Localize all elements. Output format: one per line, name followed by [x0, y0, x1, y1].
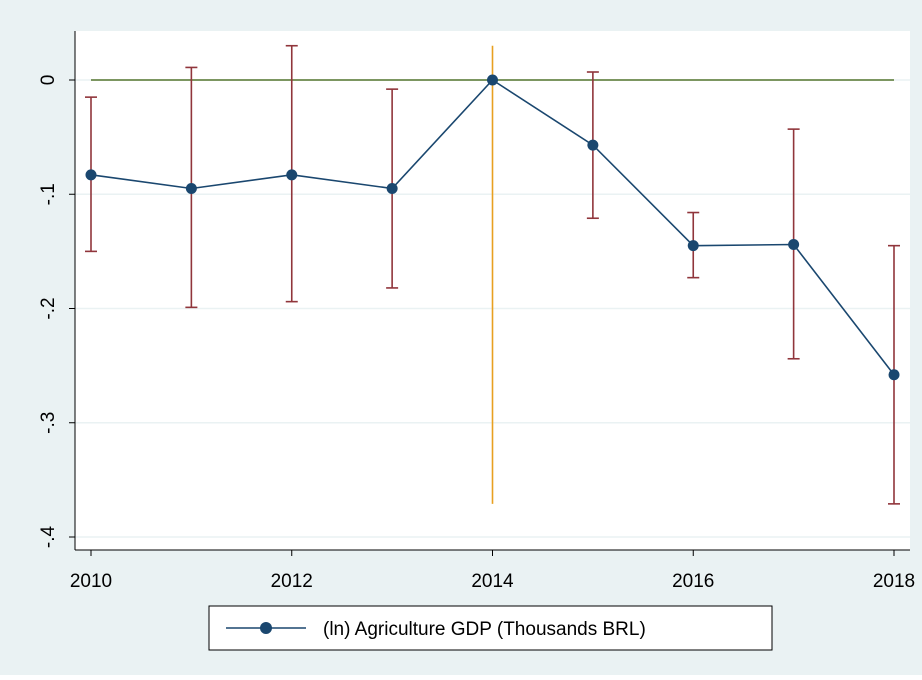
legend: (ln) Agriculture GDP (Thousands BRL)	[208, 605, 773, 651]
data-point-2016	[687, 240, 699, 252]
y-tick-label-1: -.1	[38, 183, 59, 205]
data-point-2017	[788, 239, 800, 251]
legend-entry-label: (ln) Agriculture GDP (Thousands BRL)	[323, 619, 646, 640]
data-point-2012	[286, 169, 298, 181]
axes: 0 -.1 -.2 -.3 -.4 2010 2012 2014 2016 2018	[38, 31, 915, 592]
data-point-2011	[185, 183, 197, 195]
x-tick-label-3: 2016	[672, 571, 714, 592]
y-tick-label-4: -.4	[38, 525, 59, 548]
y-tick-label-0: 0	[38, 75, 59, 86]
x-tick-label-0: 2010	[70, 571, 112, 592]
data-point-2013	[386, 183, 398, 195]
data-point-2018	[888, 369, 900, 381]
legend-marker-swatch	[260, 622, 272, 634]
x-tick-label-2: 2014	[471, 571, 514, 592]
y-tick-label-3: -.3	[38, 412, 59, 434]
x-tick-label-4: 2018	[873, 571, 915, 592]
data-point-2015	[587, 139, 599, 151]
x-tick-label-1: 2012	[271, 571, 313, 592]
data-point-2014	[487, 74, 498, 86]
data-point-2010	[85, 169, 97, 181]
y-tick-label-2: -.2	[38, 297, 59, 319]
series-markers	[85, 74, 900, 381]
